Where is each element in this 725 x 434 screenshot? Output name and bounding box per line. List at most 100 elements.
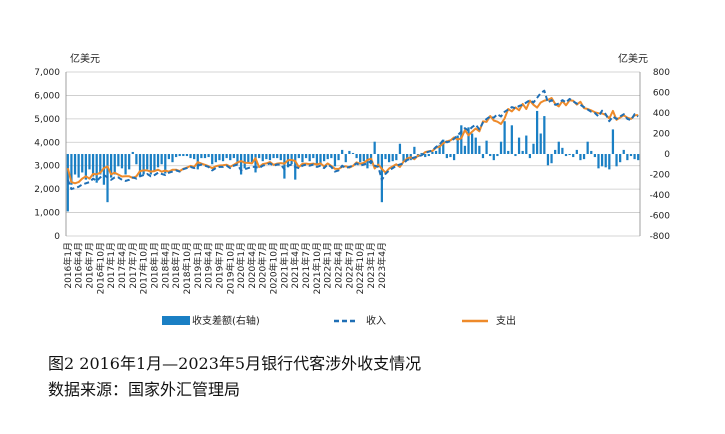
balance-bar [597,154,600,169]
balance-bar [481,154,485,159]
balance-bar [406,154,409,161]
balance-bar [232,154,235,159]
balance-bar [355,154,358,159]
x-tick-label: 2019年1月 [192,242,204,289]
balance-bar [463,145,467,154]
right-tick-label: 200 [653,130,670,140]
legend-bar-label: 收支差额(右轴) [192,314,260,327]
balance-bar [561,147,564,154]
balance-bar [315,154,319,165]
balance-bar [250,154,254,163]
balance-bar [160,154,163,165]
x-tick-label: 2020年4月 [246,242,258,289]
balance-bar [84,154,87,180]
balance-bar [323,154,326,162]
balance-bar [301,154,304,163]
income-line [66,89,639,191]
x-tick-label: 2017年1月 [105,242,117,289]
balance-bar [218,154,221,161]
balance-bar [568,154,571,156]
balance-bar [467,127,470,154]
balance-bar [604,154,607,168]
balance-bar [395,154,398,161]
legend: 收支差额(右轴) 收入 支出 [162,314,516,327]
balance-bar [268,154,272,161]
balance-bar [373,141,376,154]
balance-bar [449,154,452,158]
balance-bar [66,154,69,212]
balance-bar [564,154,568,157]
balance-bar [474,137,477,154]
x-tick-label: 2022年10月 [354,242,366,294]
balance-bar [438,144,441,154]
x-tick-label: 2018年10月 [181,242,193,294]
right-tick-label: -400 [650,191,671,201]
balance-bar [445,154,448,159]
balance-bar [95,154,98,183]
balance-bar [507,150,510,154]
left-tick-label: 0 [54,232,60,242]
balance-bar [622,149,625,154]
right-tick-label: 800 [653,68,670,78]
balance-bar [203,154,207,159]
balance-bar [146,154,149,170]
balance-bar [579,154,582,161]
balance-bar [586,141,589,154]
balance-bar [593,154,596,158]
balance-bar [456,135,459,154]
x-tick-label: 2017年7月 [127,242,139,289]
x-tick-label: 2019年7月 [213,242,225,289]
legend-income-label: 收入 [366,314,386,327]
balance-bar [276,154,279,159]
balance-bar [600,154,604,167]
balance-bar [485,140,488,154]
right-tick-label: -200 [650,171,671,181]
balance-bar [117,154,120,167]
balance-bar [543,116,546,154]
balance-bar [431,151,434,154]
balance-bar [330,154,333,159]
balance-bar [243,154,246,169]
balance-bar [297,154,300,159]
balance-bar [637,154,640,161]
balance-bar [99,154,102,175]
balance-bar [460,125,463,154]
balance-bar [265,154,268,160]
balance-bar [236,154,239,164]
balance-bar [128,154,131,170]
x-tick-label: 2023年4月 [376,242,388,289]
left-tick-label: 2,000 [34,185,60,195]
right-tick-label: -600 [650,212,671,222]
balance-bar [110,154,113,178]
balance-bar [424,154,427,158]
balance-bar [308,154,311,162]
x-tick-label: 2022年7月 [343,242,355,289]
balance-bar [398,143,402,154]
balance-bar [167,154,171,160]
balance-bar [546,154,550,166]
balance-bar [420,152,423,154]
balance-bar [391,154,394,162]
income-expense-lines [66,89,639,191]
balance-bar [225,154,228,159]
x-tick-label: 2023年1月 [365,242,377,289]
balance-bar [81,154,84,173]
balance-bar [77,154,80,178]
balance-bar [387,154,391,163]
balance-bar [499,141,503,154]
x-tick-label: 2016年7月 [83,242,95,289]
balance-bar [582,154,586,160]
balance-bar [626,154,629,161]
left-axis-unit: 亿美元 [70,52,100,65]
balance-bar [211,154,214,165]
x-tick-label: 2016年10月 [94,242,106,294]
balance-bar [239,154,243,175]
balance-bar [478,145,481,154]
x-tick-label: 2019年4月 [203,242,215,289]
balance-bar [413,146,416,154]
balance-bar [189,154,192,159]
balance-bar [434,150,438,154]
balance-bar [193,154,196,160]
balance-bar [557,141,560,154]
balance-bar [471,133,474,154]
